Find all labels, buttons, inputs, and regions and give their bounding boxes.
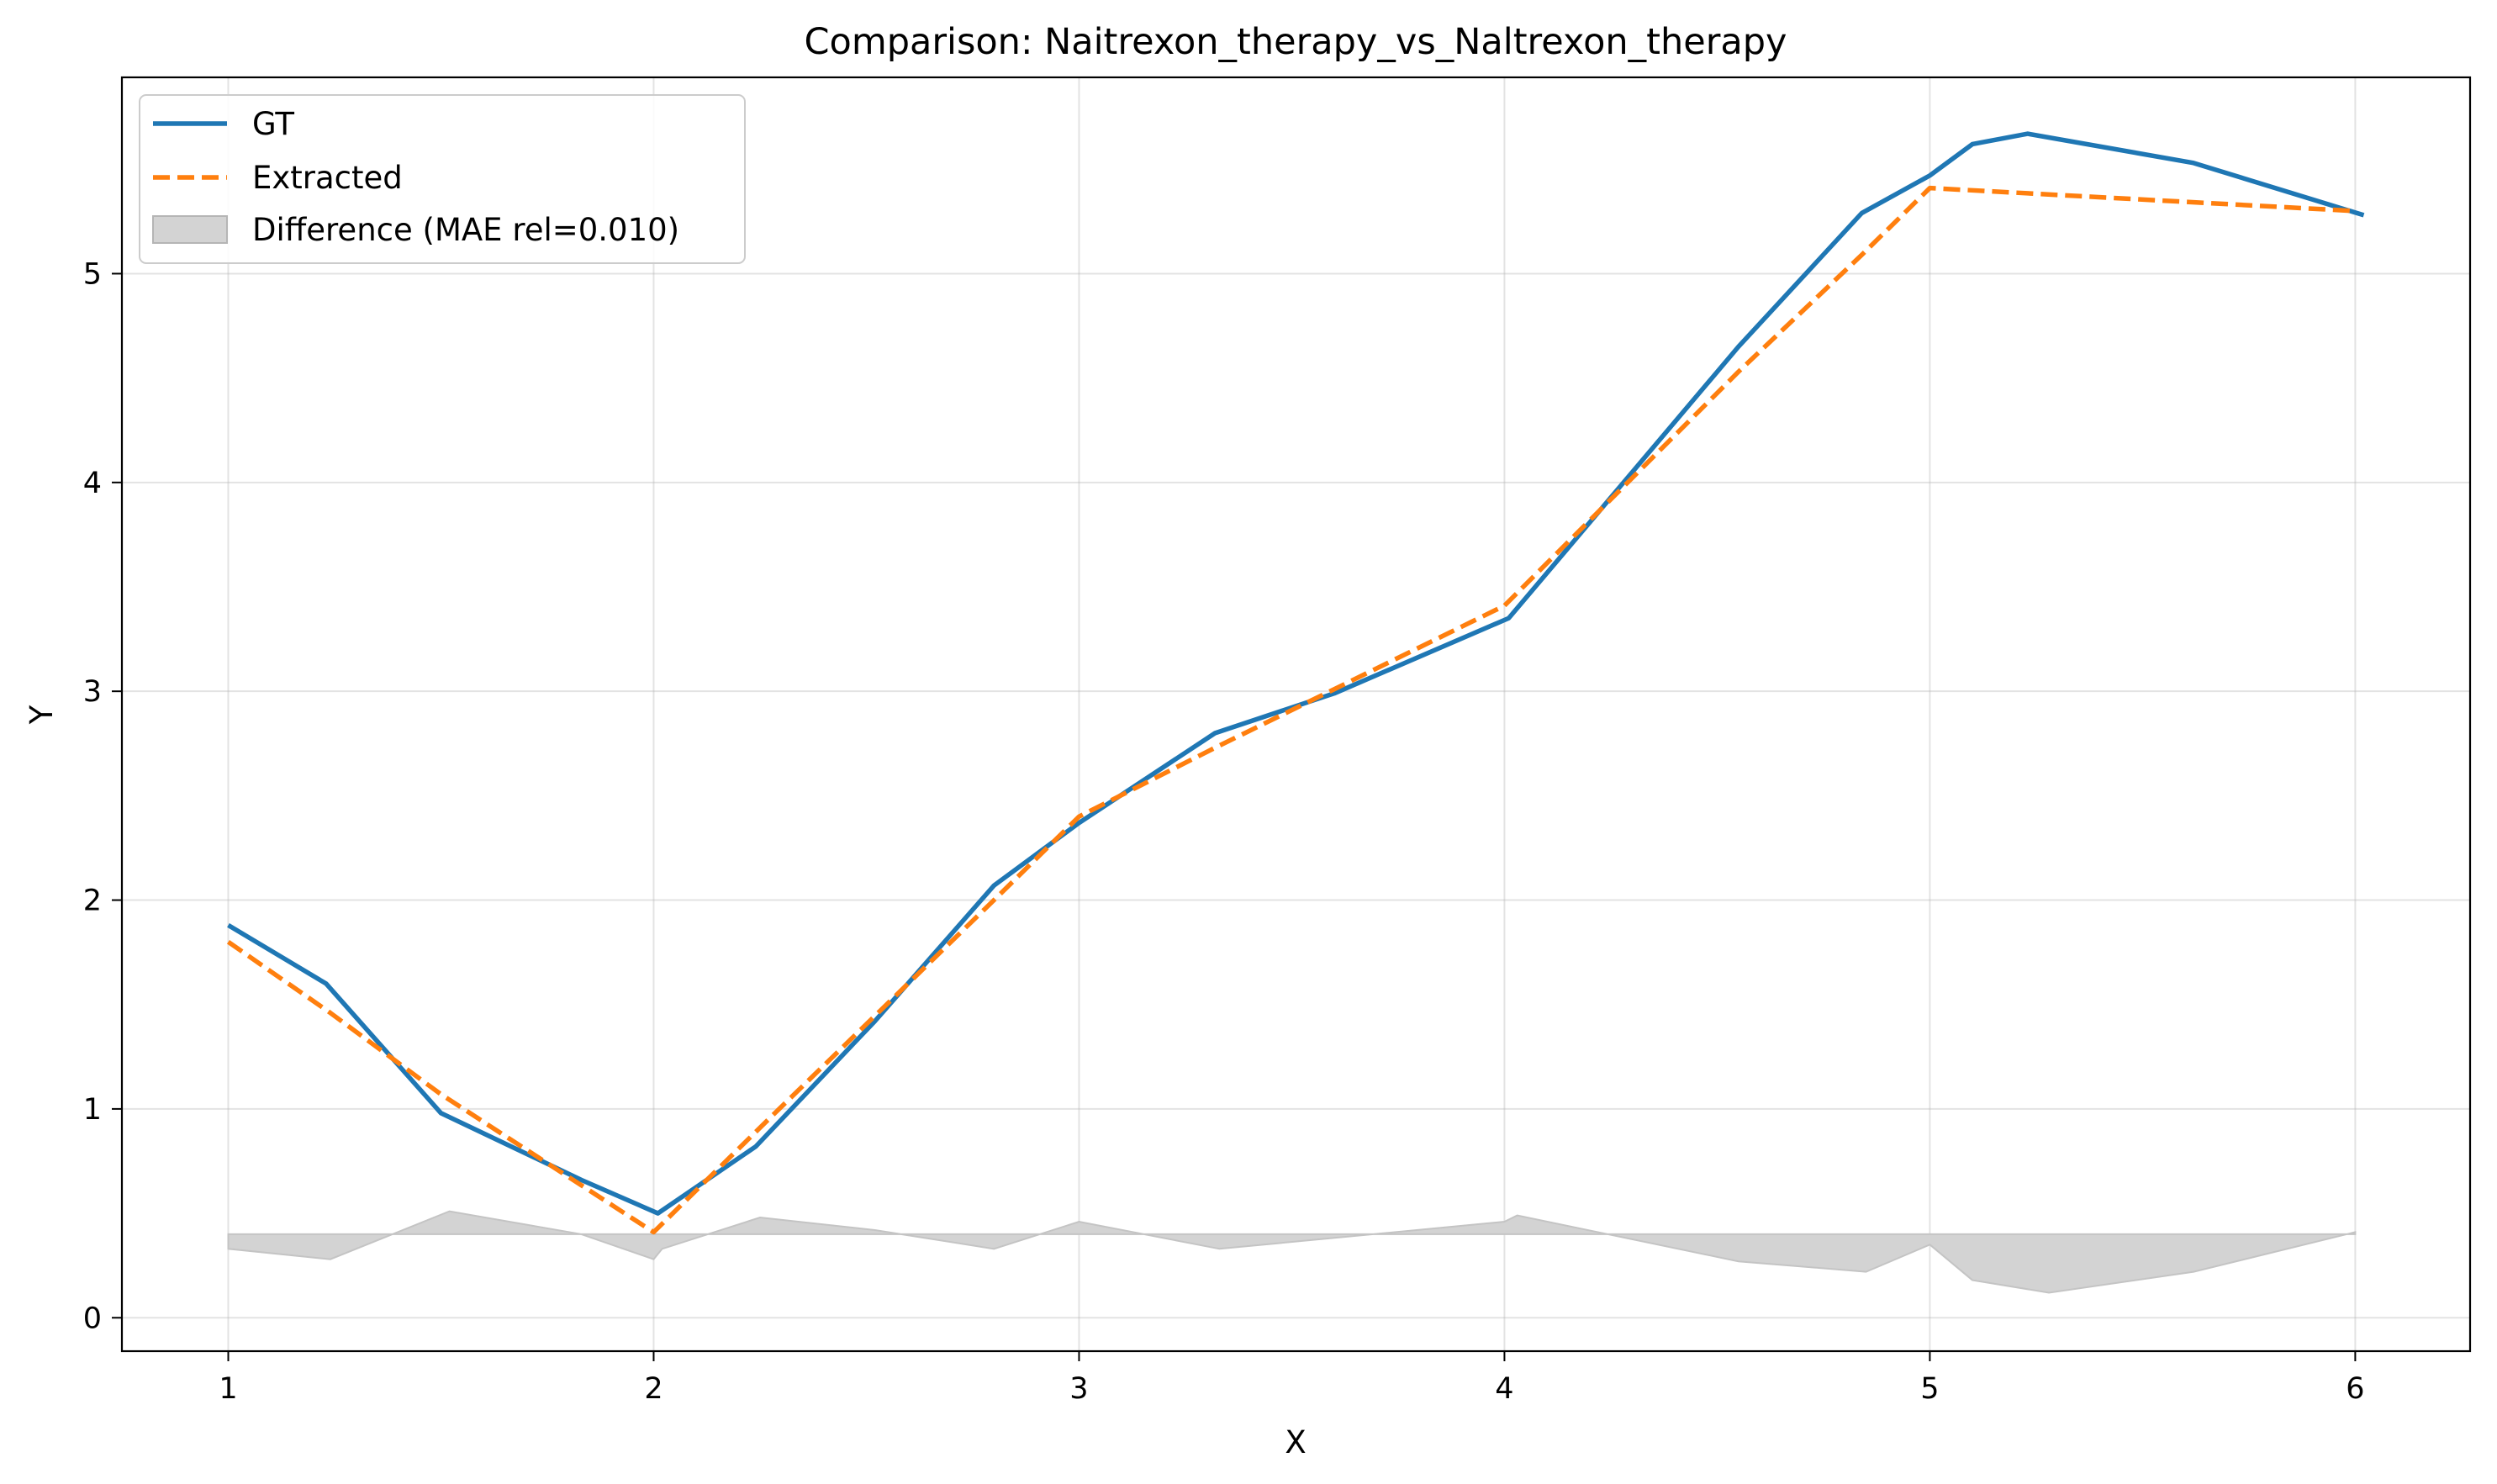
- y-axis-label: Y: [24, 705, 60, 725]
- y-tick-label: 5: [83, 257, 102, 291]
- x-tick-label: 5: [1920, 1372, 1939, 1406]
- x-tick-label: 6: [2346, 1372, 2364, 1406]
- legend-difference-label: Difference (MAE rel=0.010): [252, 212, 679, 248]
- plot-frame: [120, 76, 2472, 1353]
- x-axis-label: X: [1285, 1424, 1306, 1460]
- difference-area: [227, 1210, 2357, 1294]
- y-tick-label: 1: [83, 1093, 102, 1127]
- legend-frame: [139, 94, 746, 264]
- x-tick-label: 2: [644, 1372, 663, 1406]
- y-tick-label: 2: [83, 885, 102, 918]
- x-tick-label: 4: [1495, 1372, 1513, 1406]
- chart-title: Comparison: Naitrexon_therapy_vs_Naltrex…: [804, 21, 1787, 63]
- legend: GT Extracted Difference (MAE rel=0.010): [139, 94, 746, 264]
- x-tick-label: 3: [1069, 1372, 1088, 1406]
- y-tick-label: 3: [83, 675, 102, 709]
- y-tick-label: 4: [83, 467, 102, 500]
- grid: [122, 77, 2470, 1351]
- series-extracted-line: [226, 185, 2356, 1235]
- series-lines: [226, 131, 2365, 1235]
- series-gt-line: [227, 131, 2365, 1216]
- x-tick-label: 1: [219, 1372, 237, 1406]
- legend-difference-swatch: [152, 215, 228, 244]
- legend-gt-label: GT: [252, 106, 294, 142]
- legend-extracted-label: Extracted: [252, 160, 403, 196]
- y-tick-label: 0: [83, 1302, 102, 1335]
- difference-band: [227, 1210, 2357, 1294]
- axis-ticks: 1 2 3 4 5 6 0 1 2 3 4 5: [83, 257, 2365, 1406]
